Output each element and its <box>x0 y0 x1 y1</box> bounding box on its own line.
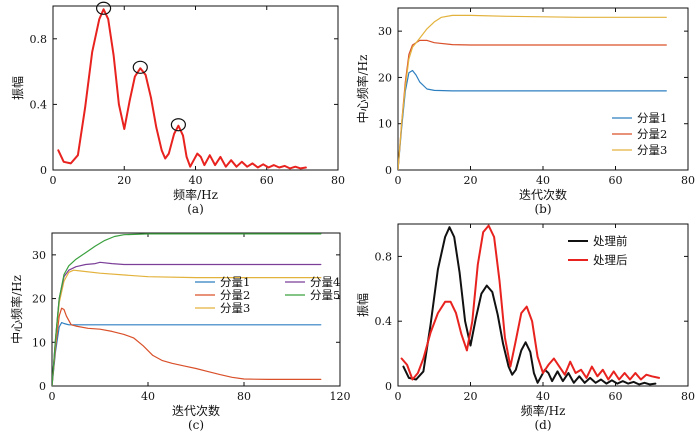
y-tick-label: 30 <box>378 25 392 38</box>
x-tick-label: 0 <box>50 174 57 187</box>
y-axis-label: 振幅 <box>355 293 370 317</box>
y-tick-label: 0.8 <box>30 33 48 46</box>
x-tick-label: 80 <box>331 174 345 187</box>
x-axis-label: 频率/Hz <box>521 403 566 418</box>
panel-caption: (a) <box>187 202 204 216</box>
series-line <box>52 307 322 386</box>
x-tick-label: 60 <box>260 174 274 187</box>
series-group <box>400 224 660 386</box>
series-line <box>398 69 667 170</box>
panel-a: 0 20 40 60 80 0 0.4 0.8 频率/Hz 振幅 (a) <box>10 1 345 216</box>
x-tick-label: 40 <box>189 174 203 187</box>
series-line <box>52 261 322 386</box>
y-tick-label: 0 <box>385 380 392 393</box>
x-tick-label: 40 <box>141 390 155 403</box>
series-line <box>57 8 307 170</box>
x-tick-label: 60 <box>609 174 623 187</box>
y-tick-label: 0 <box>40 164 47 177</box>
series-line <box>398 14 667 170</box>
y-tick-label: 0.4 <box>30 98 48 111</box>
x-tick-label: 80 <box>681 390 695 403</box>
legend-label: 分量2 <box>637 127 667 141</box>
legend-label: 处理后 <box>593 253 628 267</box>
y-axis-label: 中心频率/Hz <box>355 55 370 124</box>
legend-label: 分量1 <box>637 111 667 125</box>
peak-marker-circle <box>95 1 112 15</box>
series-line <box>400 224 660 381</box>
y-tick-label: 20 <box>32 293 46 306</box>
y-tick-label: 30 <box>32 249 46 262</box>
series-group <box>57 8 307 170</box>
plot-frame <box>51 232 341 387</box>
series-line <box>52 233 322 386</box>
panel-caption: (c) <box>188 418 204 432</box>
x-tick-label: 0 <box>395 174 402 187</box>
x-tick-label: 40 <box>536 390 550 403</box>
x-tick-label: 80 <box>681 174 695 187</box>
x-tick-label: 60 <box>609 390 623 403</box>
series-group <box>398 14 667 170</box>
series-line <box>402 226 657 386</box>
legend-label: 分量5 <box>310 288 340 302</box>
panel-b: 0 20 40 60 80 0 10 20 30 迭代次数 中心频率/Hz (b) 分量1 分量2 分量3 <box>355 7 695 216</box>
y-tick-label: 0.4 <box>375 315 393 328</box>
plot-frame <box>52 5 339 171</box>
legend-label: 分量4 <box>310 275 340 289</box>
legend-label: 分量3 <box>637 143 667 157</box>
x-axis-label: 迭代次数 <box>172 403 220 418</box>
panel-caption: (b) <box>534 202 551 216</box>
x-tick-label: 20 <box>464 174 478 187</box>
y-tick-label: 10 <box>32 336 46 349</box>
legend-label: 分量3 <box>220 301 250 315</box>
x-tick-label: 120 <box>330 390 351 403</box>
y-tick-label: 0 <box>385 164 392 177</box>
legend-label: 分量1 <box>220 275 250 289</box>
x-tick-label: 20 <box>464 390 478 403</box>
peak-marker-circle <box>170 118 186 132</box>
y-tick-label: 10 <box>378 118 392 131</box>
series-group <box>52 233 322 386</box>
x-tick-label: 40 <box>536 174 550 187</box>
x-tick-label: 0 <box>395 390 402 403</box>
panel-caption: (d) <box>534 418 551 432</box>
peak-marker-circle <box>132 60 148 74</box>
y-tick-label: 20 <box>378 71 392 84</box>
y-tick-label: 0.8 <box>375 250 393 263</box>
legend-label: 分量2 <box>220 288 250 302</box>
y-axis-label: 振幅 <box>10 76 25 100</box>
y-axis-label: 中心频率/Hz <box>9 275 24 344</box>
y-tick-label: 0 <box>39 380 46 393</box>
x-tick-label: 80 <box>237 390 251 403</box>
series-line <box>52 321 322 386</box>
x-tick-label: 20 <box>117 174 131 187</box>
x-tick-label: 0 <box>49 390 56 403</box>
x-axis-label: 频率/Hz <box>173 187 218 202</box>
legend-label: 处理前 <box>593 234 628 248</box>
x-axis-label: 迭代次数 <box>519 187 567 202</box>
plot-frame <box>397 223 689 387</box>
